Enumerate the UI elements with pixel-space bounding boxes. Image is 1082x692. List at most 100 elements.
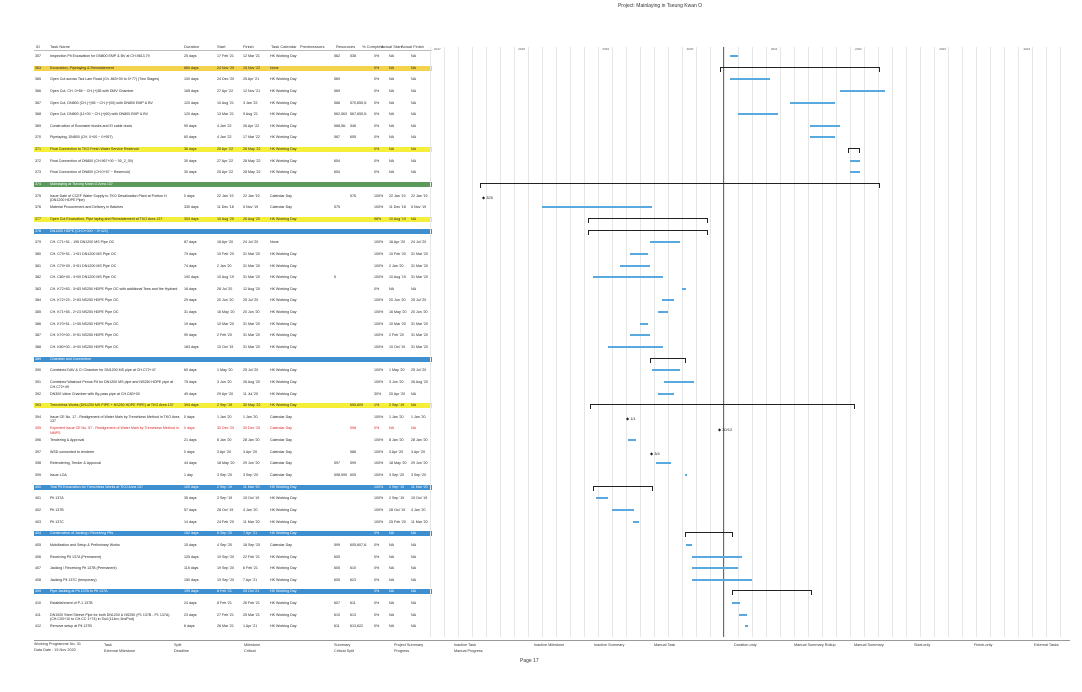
task-bar[interactable] (650, 241, 680, 244)
task-bar[interactable] (692, 555, 742, 558)
table-row[interactable]: 412 Remove setup at Pit 137B 6 days 26 Mar … (34, 624, 432, 635)
table-row[interactable]: 357 Inspection Pit Excavation for DN800 E… (34, 54, 432, 65)
column-header[interactable]: Start (217, 44, 226, 49)
table-row[interactable]: 376 Material Procurement and Delivery in … (34, 205, 432, 216)
task-bar[interactable] (662, 299, 674, 302)
task-bar[interactable] (542, 206, 652, 209)
table-row[interactable]: 394 Issue CE No. 17 - Realignment of Wate… (34, 415, 432, 426)
task-bar[interactable] (730, 55, 738, 57)
task-bar[interactable] (682, 287, 686, 290)
table-row[interactable]: 392 DN300 Valve Chamber with By-pass pipe… (34, 392, 432, 403)
gantt-chart[interactable]: ◆ 325 ◆ 1/1 ◆ 30/12 ◆ 3/4 (430, 47, 1070, 637)
table-row[interactable]: 363 Excavation, Pipelaying & Reinstatemen… (34, 65, 432, 71)
table-row[interactable]: 382 CH. C80+00 - 4+00 DN1200 MS Pipe OC 19… (34, 275, 432, 286)
column-header[interactable]: Predecessors (300, 44, 325, 49)
column-header[interactable]: Duration (184, 44, 200, 49)
column-header[interactable]: Task Name (50, 44, 71, 49)
milestone-marker[interactable]: ◆ 1/1 (626, 416, 636, 421)
task-bar[interactable] (730, 78, 770, 81)
table-row[interactable]: 402 Pit 137B 57 days 28 Oct '19 4 Jan '20 HK … (34, 508, 432, 519)
table-row[interactable]: 410 Establishment of P-1 137B 24 days 8 Feb… (34, 601, 432, 612)
table-row[interactable]: 369 Construction of Boomster kiosks and E… (34, 124, 432, 135)
table-row[interactable]: 388 CH. K80+00 - 4+00 NS250 HDPE Pipe OC 1… (34, 345, 432, 356)
table-row[interactable]: 365 Open Cut across Tsui Lam Road (Ch. 86… (34, 77, 432, 88)
table-row[interactable]: 385 CH. K71+55 - 2+23 NS250 HDPE Pipe OC 3… (34, 310, 432, 321)
milestone-marker[interactable]: ◆ 30/12 (718, 427, 732, 432)
table-row[interactable]: 368 Open Cut, DN800 (11+00 ~ CH.(+)60) wi… (34, 112, 432, 123)
task-bar[interactable] (620, 264, 650, 267)
table-row[interactable]: 403 Pit 137C 14 days 24 Feb '20 11 Mar '20 HK… (34, 520, 432, 531)
task-bar[interactable] (658, 392, 674, 395)
table-row[interactable]: 384 CH. K72+23 - 2+83 NS250 HDPE Pipe OC 2… (34, 298, 432, 309)
milestone-marker[interactable]: ◆ 325 (482, 195, 493, 200)
task-bar[interactable] (608, 346, 663, 348)
task-bar[interactable] (810, 124, 840, 127)
column-header[interactable]: Actual Start (381, 44, 402, 49)
task-bar[interactable] (692, 567, 738, 570)
summary-bar[interactable] (720, 66, 880, 72)
summary-bar[interactable] (685, 532, 733, 538)
task-bar[interactable] (810, 136, 835, 139)
task-bar[interactable] (652, 369, 680, 372)
table-row[interactable]: 380 CH. C70+51 - 1+51 DN1200 MS Pipe OC 79… (34, 252, 432, 263)
table-row[interactable]: 405 Mobilization and Setup & Preliminary … (34, 543, 432, 554)
task-bar[interactable] (790, 101, 835, 104)
table-row[interactable]: 395 Expected Issue CE No. 57 - Realignmen… (34, 426, 432, 437)
table-row[interactable]: 391 Combined Washout Penos Pit for DN1200… (34, 380, 432, 391)
table-row[interactable]: 397 WSD consented to tenderer 0 days 3 Apr … (34, 450, 432, 461)
table-row[interactable]: 386 CH. K70+51 - 1+55 NS250 HDPE Pipe OC 1… (34, 322, 432, 333)
summary-bar[interactable] (650, 357, 686, 363)
task-bar[interactable] (630, 252, 648, 255)
table-row[interactable]: 373 Final Connection of DN800 (CH.0+57 ~ … (34, 170, 432, 181)
table-row[interactable]: 387 CH. K70+00 - 0+51 NS250 HDPE Pipe OC 9… (34, 333, 432, 344)
column-header[interactable]: % Complete (362, 44, 384, 49)
table-row[interactable]: 372 Final Connection of DN800 (CH.967+00 … (34, 159, 432, 170)
task-bar[interactable] (739, 613, 747, 616)
task-bar[interactable] (745, 625, 748, 628)
summary-bar[interactable] (590, 404, 855, 410)
table-row[interactable]: 399 Issue LOA 1 day 3 Sep '20 3 Sep '20 Calen… (34, 473, 432, 484)
task-bar[interactable] (664, 380, 694, 383)
table-row[interactable]: 396 Tendering & Approval 21 days 8 Jan '20 2… (34, 438, 432, 449)
task-bar[interactable] (738, 113, 778, 116)
table-row[interactable]: 381 CH. C70+00 - 0+51 DN1200 MS Pipe OC 74… (34, 264, 432, 275)
task-bar[interactable] (658, 311, 668, 314)
table-row[interactable]: 375 Issue Date of CCEF Water Supply to TK… (34, 194, 432, 205)
column-header[interactable]: Task Calendar (271, 44, 297, 49)
table-row[interactable]: 374 Mainlaying at Tseung Kwan O Area 137 (34, 182, 432, 188)
table-row[interactable]: 406 Receiving Pit 137A (Permanent) 125 day… (34, 555, 432, 566)
milestone-marker[interactable]: ◆ 3/4 (650, 451, 660, 456)
table-row[interactable]: 371 Final Connection to TKO Fresh Water S… (34, 147, 432, 153)
task-bar[interactable] (630, 334, 650, 337)
table-row[interactable]: 370 Pipelaying, DN800 (CH. 0+00 ~ 0+957) 6… (34, 135, 432, 146)
table-row[interactable]: 389 Chamber and Connection (34, 356, 432, 362)
task-bar[interactable] (732, 602, 740, 605)
summary-bar[interactable] (588, 229, 708, 235)
table-row[interactable]: 411 DN1920 Steel Sleeve Pipe for both DN1… (34, 613, 432, 624)
table-row[interactable]: 409 Pipe Jacking at Pit 137B to Pit 137A 1… (34, 589, 432, 595)
table-row[interactable]: 379 CH. C71+51 - 195 DN1200 MS Pipe OC 87 … (34, 240, 432, 251)
column-header[interactable]: Actual Finish (401, 44, 424, 49)
table-row[interactable]: 408 Jacking Pit 137C (temporary) 150 days 1… (34, 578, 432, 589)
task-bar[interactable] (640, 322, 648, 325)
task-bar[interactable] (685, 474, 687, 477)
summary-bar[interactable] (848, 148, 860, 154)
task-bar[interactable] (840, 89, 885, 92)
task-bar[interactable] (596, 497, 608, 500)
summary-bar[interactable] (480, 183, 880, 189)
task-bar[interactable] (692, 578, 752, 581)
table-row[interactable]: 401 Pit 137A 35 days 2 Sep '19 15 Oct '19 HK … (34, 496, 432, 507)
column-header[interactable]: Finish (243, 44, 254, 49)
task-bar[interactable] (593, 276, 663, 279)
table-row[interactable]: 366 Open Cut, CH. 0+85 ~ CH.(+)55 with DM… (34, 89, 432, 100)
table-row[interactable]: 393 Trenchless Works (DN1200 MS PIPE + NS… (34, 403, 432, 409)
column-header[interactable]: Resources (336, 44, 356, 49)
table-row[interactable]: 378 DN1200 HDPE (CH.0+000 ~ 0+422) (34, 228, 432, 234)
task-bar[interactable] (633, 520, 639, 523)
table-row[interactable]: 367 Open Cut, DN800 (CH.(+)55 ~ CH.(+)00)… (34, 101, 432, 112)
task-bar[interactable] (612, 508, 634, 511)
table-row[interactable]: 398 Retendering, Tender & Approval 44 days… (34, 461, 432, 472)
task-bar[interactable] (686, 543, 692, 546)
task-bar[interactable] (850, 159, 860, 162)
table-row[interactable]: 400 Trial Pit Excavation for Trenchless W… (34, 484, 432, 490)
